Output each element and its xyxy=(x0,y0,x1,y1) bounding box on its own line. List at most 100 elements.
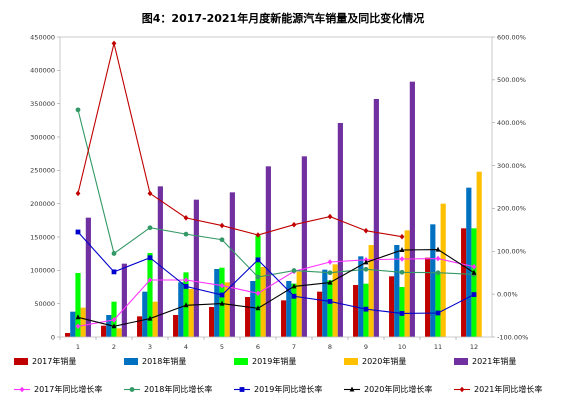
point-2019年同比增长率-10 xyxy=(399,311,405,316)
point-2019年同比增长率-3 xyxy=(147,255,153,261)
bar-2020年销量-10 xyxy=(404,230,410,337)
point-2017年同比增长率-8 xyxy=(327,259,333,265)
bar-2017年销量-9 xyxy=(353,285,359,337)
point-2017年同比增长率-3 xyxy=(147,277,153,283)
bar-2021年销量-6 xyxy=(265,166,271,337)
bar-2020年销量-12 xyxy=(476,171,482,337)
y-left-tick-label: 50000 xyxy=(34,300,55,308)
point-2017年同比增长率-1 xyxy=(75,323,81,330)
legend-label: 2017年销量 xyxy=(32,356,76,366)
point-2019年同比增长率-8 xyxy=(327,299,333,304)
x-tick-label: 5 xyxy=(220,343,224,351)
point-2019年同比增长率-2 xyxy=(111,269,117,275)
bar-2020年销量-5 xyxy=(224,282,230,337)
legend-label: 2017年同比增长率 xyxy=(34,384,102,394)
y-left-tick-label: 300000 xyxy=(30,133,55,141)
x-tick-label: 6 xyxy=(256,343,260,351)
point-2021年同比增长率-8 xyxy=(327,213,333,220)
bar-2019年销量-7 xyxy=(291,283,297,337)
y-right-tick-label: 100.00% xyxy=(497,248,526,256)
bar-2018年销量-7 xyxy=(286,281,292,337)
bar-2020年销量-6 xyxy=(260,267,266,337)
legend-label: 2020年同比增长率 xyxy=(364,384,432,394)
legend-label: 2018年销量 xyxy=(142,356,186,366)
line-2017年同比增长率 xyxy=(77,258,475,327)
legend-swatch-2021年销量 xyxy=(454,358,468,365)
point-2021年同比增长率-1 xyxy=(75,190,81,197)
y-left-tick-label: 100000 xyxy=(30,267,55,275)
x-tick-label: 1 xyxy=(76,343,80,351)
bar-2019年销量-1 xyxy=(75,273,81,337)
bar-2017年销量-7 xyxy=(281,300,287,337)
point-2017年同比增长率-2 xyxy=(111,317,117,323)
bar-2020年销量-7 xyxy=(296,271,302,337)
chart-title: 图4：2017-2021年月度新能源汽车销量及同比变化情况 xyxy=(142,11,424,25)
y-left-tick-label: 0 xyxy=(51,333,55,341)
y-left-tick-label: 250000 xyxy=(30,167,55,175)
point-2021年同比增长率-3 xyxy=(147,190,153,197)
bar-2019年销量-11 xyxy=(435,273,441,337)
y-right-tick-label: 600.00% xyxy=(497,33,526,41)
bar-2017年销量-3 xyxy=(137,316,143,337)
x-tick-label: 10 xyxy=(398,343,406,351)
bar-2017年销量-1 xyxy=(65,333,71,337)
legend-marker-2018年同比增长率 xyxy=(129,387,135,392)
line-2020年同比增长率 xyxy=(77,249,475,327)
bar-2017年销量-12 xyxy=(461,228,467,337)
point-2020年同比增长率-10 xyxy=(399,247,405,252)
point-2017年同比增长率-11 xyxy=(435,255,441,262)
bar-2020年销量-2 xyxy=(116,328,122,337)
point-2017年同比增长率-5 xyxy=(219,282,225,289)
x-tick-label: 9 xyxy=(364,343,368,351)
point-2019年同比增长率-5 xyxy=(219,292,225,298)
bar-2018年销量-2 xyxy=(106,315,112,337)
point-2019年同比增长率-7 xyxy=(291,293,297,299)
bar-2019年销量-12 xyxy=(471,228,477,337)
legend-label: 2018年同比增长率 xyxy=(144,384,212,394)
bar-2018年销量-11 xyxy=(430,224,436,337)
point-2020年同比增长率-7 xyxy=(291,283,297,289)
plot-area xyxy=(65,40,482,338)
bar-2018年销量-6 xyxy=(250,281,256,337)
bar-2019年销量-6 xyxy=(255,235,261,337)
y-left-tick-label: 150000 xyxy=(30,233,55,241)
legend-label: 2019年同比增长率 xyxy=(254,384,322,394)
bar-2021年销量-1 xyxy=(85,217,91,337)
point-2018年同比增长率-7 xyxy=(291,268,297,273)
line-2021年同比增长率 xyxy=(77,43,403,238)
point-2017年同比增长率-10 xyxy=(399,256,405,262)
axes: 0500001000001500002000002500003000003500… xyxy=(30,33,528,351)
y-right-tick-label: 0.00% xyxy=(497,290,518,298)
bar-2021年销量-10 xyxy=(409,81,415,338)
bar-2017年销量-8 xyxy=(317,291,323,337)
point-2019年同比增长率-12 xyxy=(471,292,477,297)
bar-2017年销量-10 xyxy=(389,276,395,337)
bar-2019年销量-3 xyxy=(147,253,153,337)
point-2018年同比增长率-8 xyxy=(327,270,333,276)
bar-2017年销量-2 xyxy=(101,325,107,337)
x-tick-label: 8 xyxy=(328,343,332,351)
bar-2018年销量-10 xyxy=(394,245,400,337)
y-left-tick-label: 350000 xyxy=(30,100,55,108)
bar-2018年销量-12 xyxy=(466,187,472,337)
point-2017年同比增长率-6 xyxy=(255,290,261,297)
point-2017年同比增长率-4 xyxy=(183,277,189,283)
x-tick-label: 11 xyxy=(434,343,442,351)
bar-2020年销量-3 xyxy=(152,301,158,337)
point-2017年同比增长率-12 xyxy=(471,263,477,270)
point-2019年同比增长率-1 xyxy=(75,229,81,235)
bar-2018年销量-5 xyxy=(214,269,220,337)
legend: 2017年销量 2018年销量 2019年销量 2020年销量 2021年销量 2017年… xyxy=(14,356,542,394)
bar-2020年销量-8 xyxy=(332,264,338,337)
x-tick-label: 7 xyxy=(292,343,296,351)
bar-2018年销量-9 xyxy=(358,256,364,337)
bar-2021年销量-3 xyxy=(157,186,163,337)
legend-swatch-2020年销量 xyxy=(344,358,358,365)
point-2020年同比增长率-5 xyxy=(219,300,225,306)
y-right-tick-label: 200.00% xyxy=(497,205,526,213)
y-right-tick-label: 400.00% xyxy=(497,119,526,127)
bar-2017年销量-5 xyxy=(209,307,215,337)
point-2020年同比增长率-4 xyxy=(183,302,189,308)
point-2018年同比增长率-2 xyxy=(111,251,117,256)
